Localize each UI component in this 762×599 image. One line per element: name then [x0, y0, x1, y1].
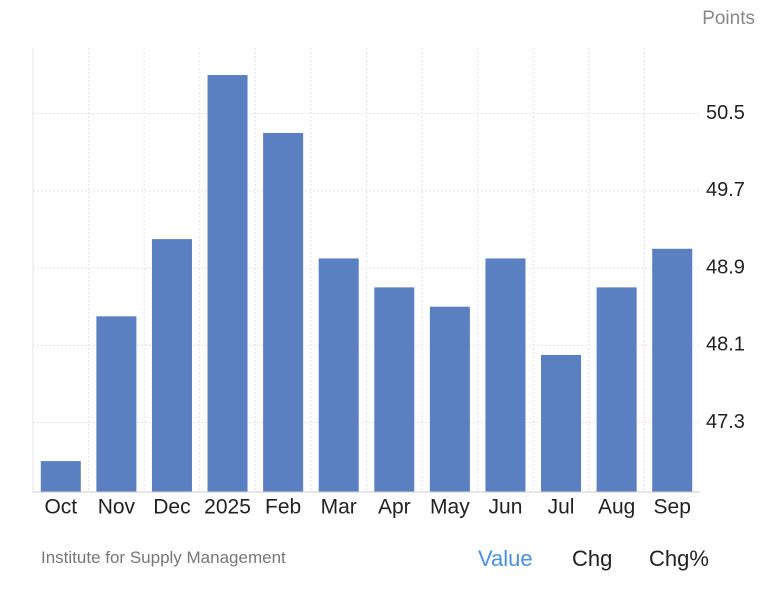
bar — [40, 461, 81, 492]
bar — [652, 248, 693, 492]
bar — [429, 306, 470, 492]
chart: Points 47.3 48.1 48.9 49.7 50.5 Oct Nov Dec 2025… — [32, 8, 755, 519]
y-tick-label: 49.7 — [706, 179, 745, 201]
bar — [151, 239, 192, 492]
source: Institute for Supply Management — [41, 548, 286, 567]
x-tick-label: Aug — [598, 496, 635, 519]
bar — [596, 287, 637, 492]
tab-chg-pct[interactable]: Chg% — [649, 546, 709, 571]
y-tick-label: 47.3 — [706, 411, 745, 433]
x-tick-label: Apr — [378, 496, 411, 519]
x-tick-label: Jun — [489, 496, 523, 519]
unit-label: Points — [702, 8, 755, 29]
x-tick-label: 2025 — [204, 496, 251, 519]
bar — [485, 258, 526, 492]
x-tick-label: Sep — [654, 496, 691, 519]
bar — [374, 287, 415, 492]
x-tick-label: Feb — [265, 496, 301, 519]
x-tick-label: May — [430, 496, 470, 519]
tab-chg[interactable]: Chg — [572, 546, 613, 571]
bar — [96, 316, 137, 492]
bar — [263, 132, 304, 492]
bar — [541, 354, 582, 492]
y-tick-label: 48.9 — [706, 256, 745, 278]
bar — [207, 75, 248, 492]
tab-value[interactable]: Value — [478, 546, 533, 571]
x-tick-label: Nov — [98, 496, 136, 519]
bar — [318, 258, 359, 492]
x-tick-label: Dec — [153, 496, 190, 519]
x-tick-label: Jul — [548, 496, 575, 519]
y-tick-label: 48.1 — [706, 334, 745, 356]
x-tick-label: Oct — [44, 496, 77, 519]
y-tick-label: 50.5 — [706, 102, 745, 124]
x-tick-label: Mar — [321, 496, 357, 519]
